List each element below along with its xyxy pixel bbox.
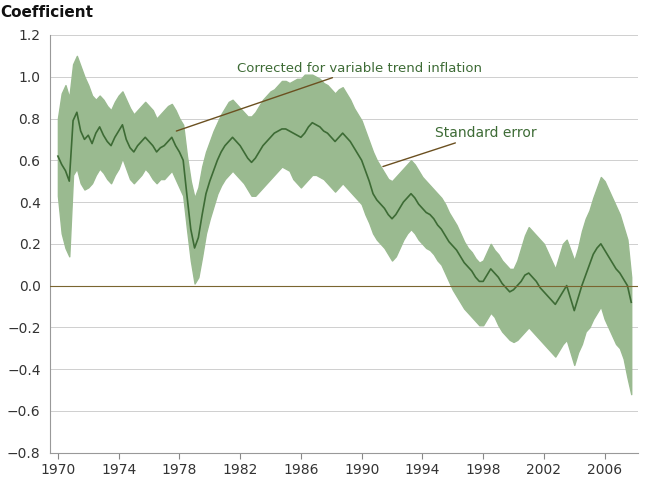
Text: Corrected for variable trend inflation: Corrected for variable trend inflation bbox=[176, 62, 482, 131]
Text: Standard error: Standard error bbox=[383, 126, 536, 166]
Text: Coefficient: Coefficient bbox=[1, 5, 94, 20]
